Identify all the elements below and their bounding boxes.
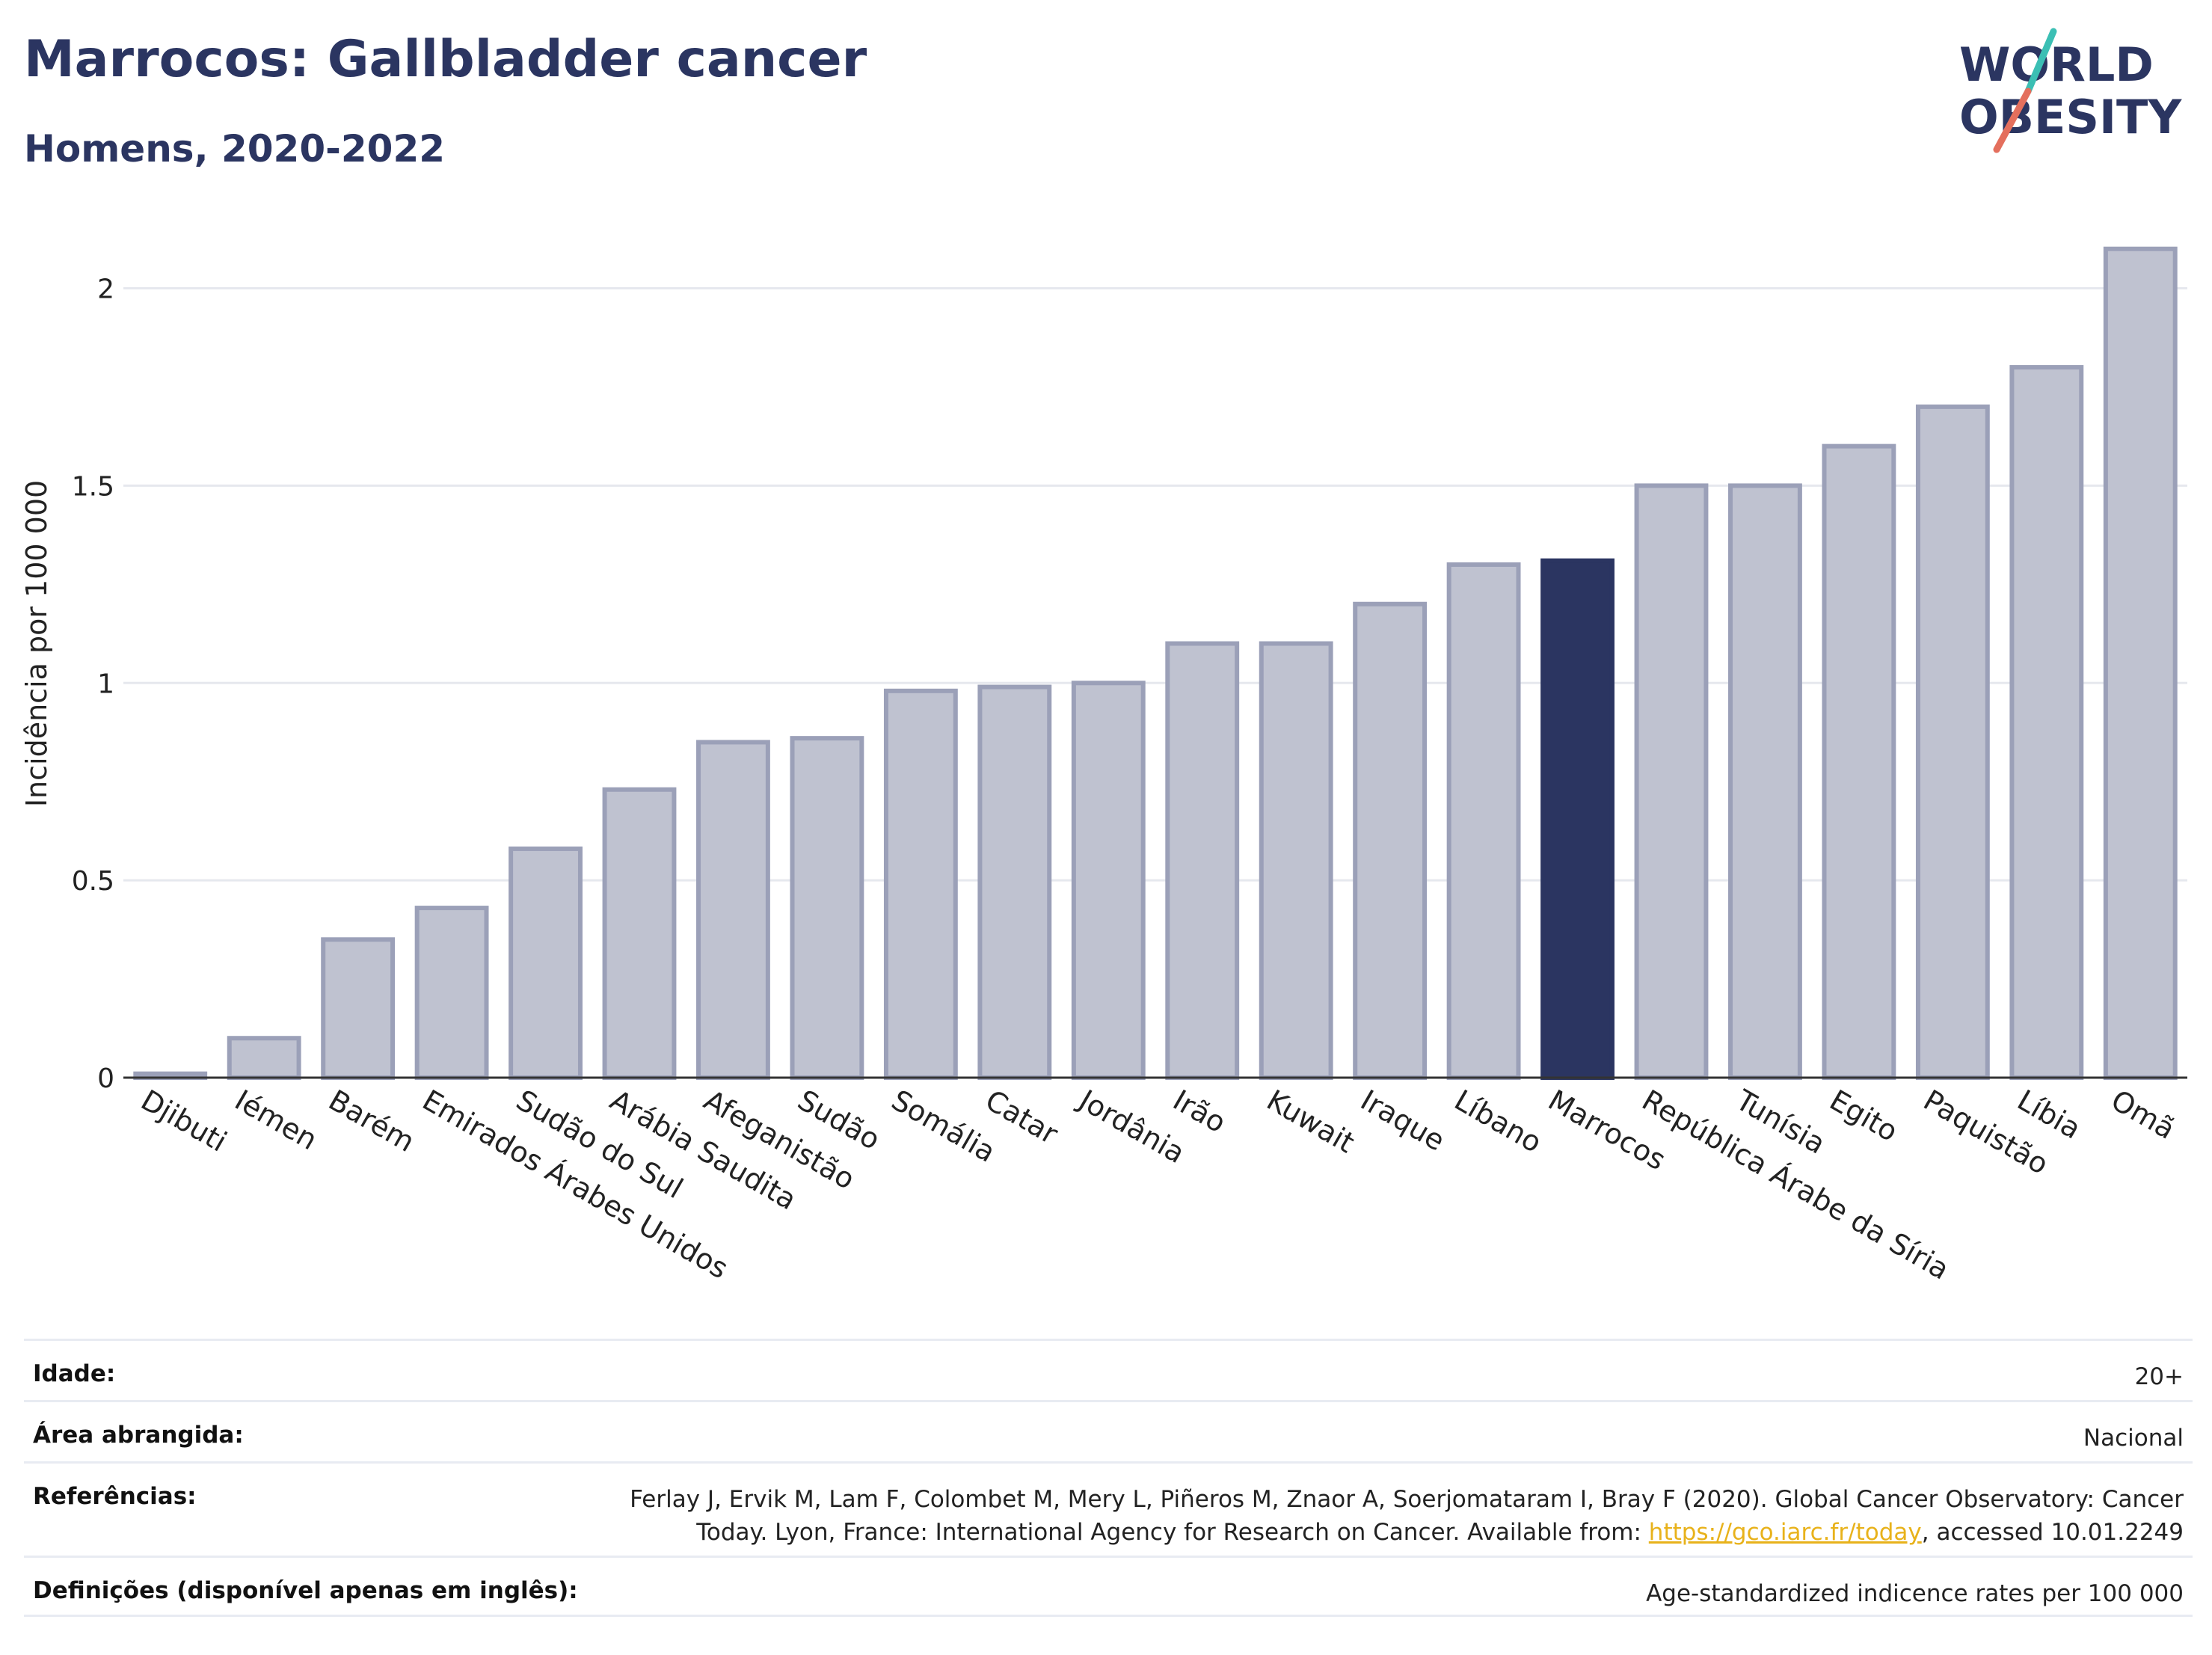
bar xyxy=(1259,641,1333,1080)
info-row-references: Referências: Ferlay J, Ervik M, Lam F, C… xyxy=(24,1461,2193,1556)
y-tick-label: 0.5 xyxy=(72,866,114,897)
x-tick-label: Irão xyxy=(1167,1084,1232,1140)
bar xyxy=(883,688,958,1080)
bar xyxy=(790,736,864,1080)
references-link[interactable]: https://gco.iarc.fr/today xyxy=(1648,1519,1922,1546)
bar xyxy=(227,1036,301,1081)
x-tick-label: Omã xyxy=(2106,1084,2181,1146)
x-tick-label: Jordânia xyxy=(1072,1083,1191,1170)
bar xyxy=(696,740,770,1080)
bar xyxy=(1165,641,1240,1080)
page-title: Marrocos: Gallbladder cancer xyxy=(24,30,867,89)
references-label: Referências: xyxy=(33,1483,197,1510)
area-label: Área abrangida: xyxy=(33,1422,244,1449)
bar xyxy=(414,906,489,1080)
x-tick-label: Iraque xyxy=(1355,1084,1450,1158)
y-tick-label: 0 xyxy=(97,1063,114,1094)
logo-slash-red xyxy=(1993,87,2032,153)
x-tick-label: Líbano xyxy=(1449,1084,1548,1159)
x-tick-label: Djibuti xyxy=(135,1084,232,1158)
bar xyxy=(509,846,583,1081)
definitions-label: Definições (disponível apenas em inglês)… xyxy=(33,1577,578,1604)
bar xyxy=(1634,483,1709,1080)
y-axis-label: Incidência por 100 000 xyxy=(20,480,53,807)
area-value: Nacional xyxy=(2083,1425,2184,1452)
page-subtitle: Homens, 2020-2022 xyxy=(24,127,446,171)
world-obesity-logo: WORLD OBESITY xyxy=(1959,28,2182,153)
bar xyxy=(2009,365,2084,1081)
x-tick-label: Somália xyxy=(886,1084,1001,1169)
bar xyxy=(321,937,396,1080)
bar xyxy=(2103,246,2178,1081)
references-line-1: Ferlay J, Ervik M, Lam F, Colombet M, Me… xyxy=(630,1486,2184,1513)
x-tick-label: Kuwait xyxy=(1262,1084,1360,1160)
logo-text-world: WORLD xyxy=(1959,37,2154,92)
logo-text-obesity: OBESITY xyxy=(1959,90,2182,144)
bar xyxy=(1822,443,1896,1080)
x-tick-label: Barém xyxy=(323,1084,420,1158)
bar-highlight xyxy=(1540,558,1615,1080)
references-line-2-start: Today. Lyon, France: International Agenc… xyxy=(696,1519,1649,1546)
definitions-value: Age-standardized indicence rates per 100… xyxy=(1646,1580,2184,1607)
info-table: Idade: 20+ Área abrangida: Nacional Refe… xyxy=(24,1339,2193,1617)
references-line-2-end: , accessed 10.01.2249 xyxy=(1921,1519,2184,1546)
info-row-definitions: Definições (disponível apenas em inglês)… xyxy=(24,1556,2193,1617)
logo-slash-teal xyxy=(2024,28,2057,95)
bar xyxy=(1446,562,1521,1080)
bar xyxy=(977,684,1052,1080)
bar xyxy=(1915,404,1990,1080)
bar xyxy=(1728,483,1802,1080)
y-tick-label: 1.5 xyxy=(72,471,114,502)
references-value: Ferlay J, Ervik M, Lam F, Colombet M, Me… xyxy=(630,1483,2184,1549)
info-row-area: Área abrangida: Nacional xyxy=(24,1400,2193,1461)
bars xyxy=(133,246,2178,1081)
x-tick-label: Iémen xyxy=(230,1084,323,1157)
bar xyxy=(602,787,677,1080)
x-tick-label: Egito xyxy=(1824,1084,1903,1149)
info-row-age: Idade: 20+ xyxy=(24,1339,2193,1400)
age-value: 20+ xyxy=(2134,1363,2184,1390)
y-tick-label: 2 xyxy=(97,274,114,305)
age-label: Idade: xyxy=(33,1360,116,1387)
bar xyxy=(1071,681,1146,1080)
bar xyxy=(1353,601,1428,1080)
y-tick-labels: 0 0.5 1 1.5 2 xyxy=(72,274,114,1094)
y-tick-label: 1 xyxy=(97,669,114,699)
